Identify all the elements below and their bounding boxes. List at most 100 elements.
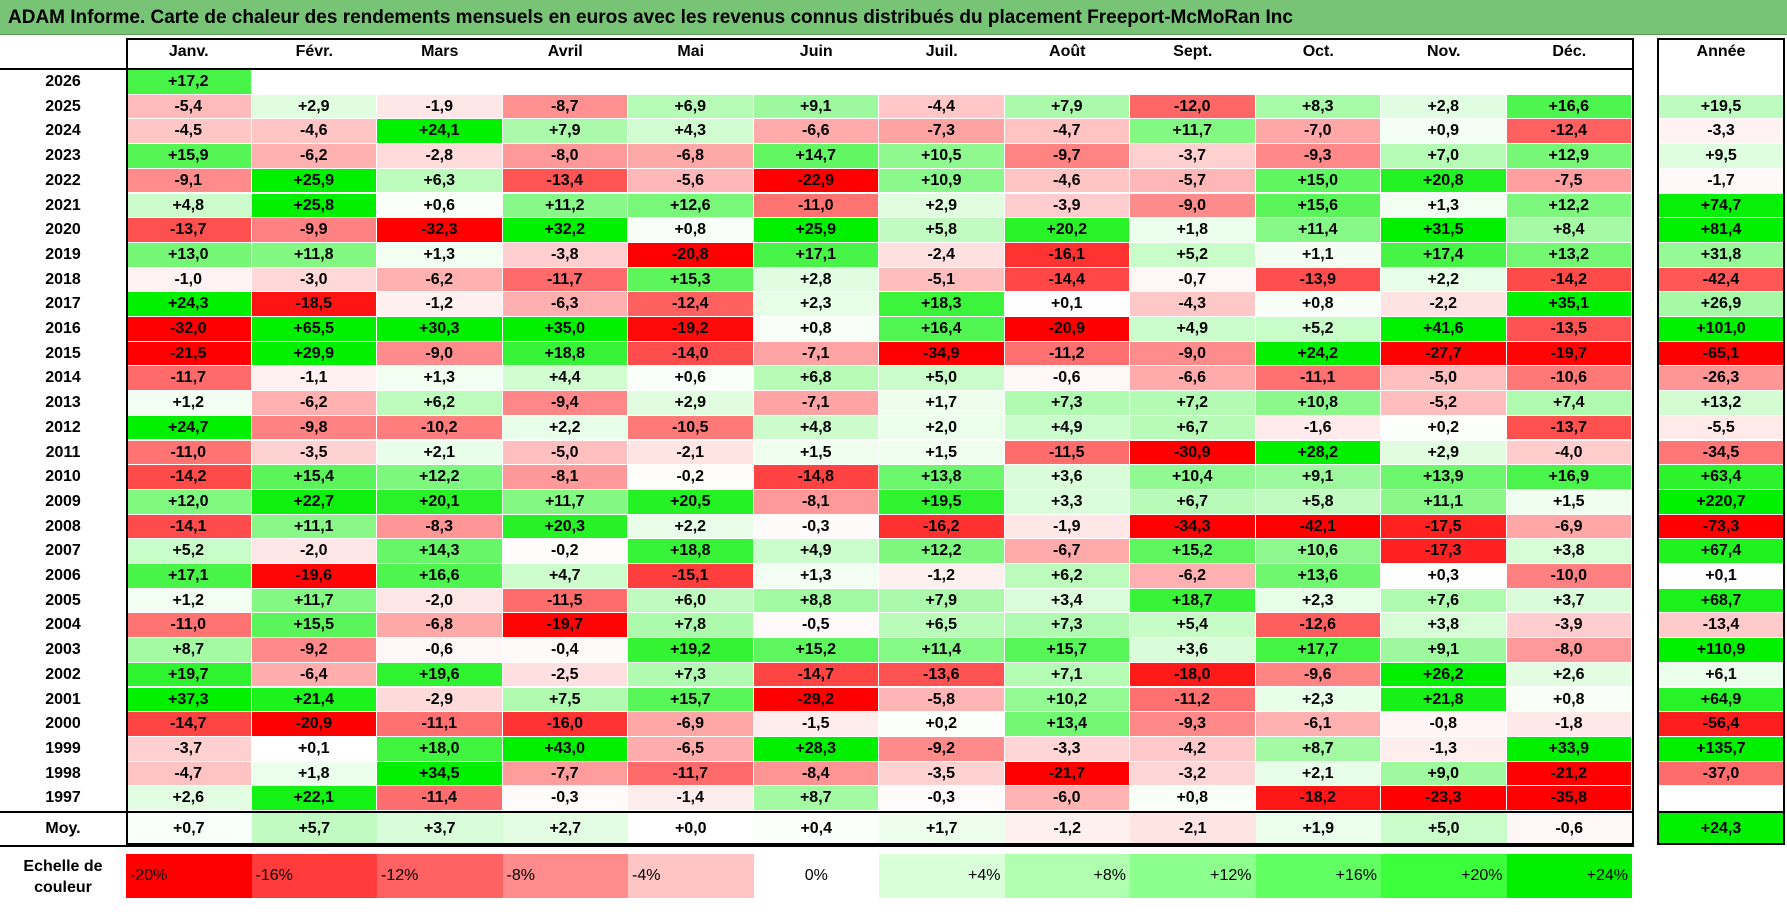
heatmap-cell: -4,6 [1004,168,1130,194]
heatmap-cell: +12,0 [126,489,252,515]
heatmap-cell: -9,2 [251,638,377,663]
year-label: 2002 [45,665,81,683]
annual-cell: -73,3 [1659,514,1783,540]
heatmap-cell: +3,7 [1506,588,1632,614]
month-header: Mai [677,43,705,60]
heatmap-cell: +3,8 [1506,539,1632,564]
heatmap-cell: +22,1 [251,786,377,811]
annual-cell: +6,1 [1659,662,1783,688]
heatmap-cell: +1,7 [879,391,1005,416]
heatmap-cell: -14,2 [1506,267,1632,293]
heatmap-cell: -19,7 [1506,341,1632,367]
heatmap-cell: +0,8 [1130,786,1256,811]
annual-cell: +26,9 [1659,292,1783,317]
heatmap-cell: -42,1 [1255,514,1381,540]
heatmap-cell: +0,8 [628,218,754,243]
heatmap-cell: -5,0 [1381,366,1507,392]
heatmap-cell: +4,8 [753,415,879,441]
heatmap-cell: +7,9 [502,119,628,145]
year-label: 2025 [45,97,81,115]
heatmap-cell: +18,7 [1130,588,1256,614]
heatmap-cell: -20,9 [1004,317,1130,342]
heatmap-cell: +11,1 [1381,489,1507,515]
heatmap-cell: -0,3 [879,786,1005,811]
heatmap-cell: +2,3 [753,292,879,317]
heatmap-cell: +2,3 [1255,588,1381,614]
heatmap-cell: -6,8 [628,144,754,169]
heatmap-cell: +3,3 [1004,489,1130,515]
heatmap-cell: -0,3 [502,786,628,811]
heatmap-cell: +12,9 [1506,144,1632,169]
annual-cell: +13,2 [1659,391,1783,416]
heatmap-cell: +1,8 [1130,218,1256,243]
heatmap-cell: +13,4 [1004,712,1130,737]
heatmap-cell: -11,2 [1004,341,1130,367]
heatmap-cell: +7,4 [1506,391,1632,416]
annual-cell: +31,8 [1659,242,1783,268]
heatmap-cell: +6,9 [628,94,754,120]
year-label: 2004 [45,616,81,634]
heatmap-cell: +2,1 [377,440,503,466]
year-label: 2008 [45,517,81,535]
heatmap-cell: +18,8 [502,341,628,367]
heatmap-cell: -6,2 [251,391,377,416]
year-label: 2010 [45,468,81,486]
heatmap-cell: -9,8 [251,415,377,441]
heatmap-cell: +19,5 [879,489,1005,515]
heatmap-cell: +5,2 [1130,242,1256,268]
heatmap-cell [377,70,503,95]
heatmap-cell: +2,9 [628,391,754,416]
heatmap-cell: -5,6 [628,168,754,194]
heatmap-cell: -1,9 [377,94,503,120]
heatmap-cell: -8,1 [753,489,879,515]
heatmap-cell: -0,2 [502,539,628,564]
heatmap-cell: +16,4 [879,317,1005,342]
heatmap-cell: -7,5 [1506,168,1632,194]
heatmap-cell: +13,0 [126,242,252,268]
heatmap-cell: -9,3 [1130,712,1256,737]
heatmap-cell: +15,7 [1004,638,1130,663]
heatmap-cell: -1,1 [251,366,377,392]
annual-cell: +135,7 [1659,736,1783,762]
heatmap-cell: +25,9 [251,168,377,194]
heatmap-cell: -7,7 [502,761,628,787]
heatmap-cell: +1,8 [251,761,377,787]
heatmap-cell: +11,8 [251,242,377,268]
heatmap-cell: +17,7 [1255,638,1381,663]
heatmap-cell: -6,6 [753,119,879,145]
annual-cell: +64,9 [1659,687,1783,713]
heatmap-cell: +8,3 [1255,94,1381,120]
heatmap-cell: -0,7 [1130,267,1256,293]
heatmap-cell [1381,70,1507,95]
heatmap-cell: +5,2 [1255,317,1381,342]
heatmap-cell: -20,8 [628,242,754,268]
annual-cell: -42,4 [1659,267,1783,293]
heatmap-cell: +0,1 [251,736,377,762]
month-header: Févr. [295,43,333,60]
heatmap-cell: +30,3 [377,317,503,342]
color-scale-label: Echelle de couleur [23,858,103,896]
heatmap-cell: +35,1 [1506,292,1632,317]
mean-annual-cell: +24,3 [1659,813,1783,845]
heatmap-cell: -11,2 [1130,687,1256,713]
heatmap-cell: +0,6 [377,193,503,219]
heatmap-cell: -14,8 [753,465,879,490]
heatmap-cell: +2,9 [879,193,1005,219]
heatmap-cell: +11,1 [251,514,377,540]
month-header: Oct. [1302,43,1334,60]
heatmap-cell [251,70,377,95]
heatmap-cell: -11,0 [753,193,879,219]
heatmap-cell: +41,6 [1381,317,1507,342]
heatmap-cell: +10,2 [1004,687,1130,713]
heatmap-cell [502,70,628,95]
heatmap-cell: +2,2 [502,415,628,441]
heatmap-cell: -8,1 [502,465,628,490]
heatmap-cell: -6,9 [1506,514,1632,540]
heatmap-cell: -4,2 [1130,736,1256,762]
year-label: 2018 [45,270,81,288]
mean-cell: +2,7 [502,813,628,845]
month-header: Sept. [1173,43,1213,60]
color-scale-swatch: -20% [126,854,252,898]
heatmap-cell: +43,0 [502,736,628,762]
color-scale-swatch: 0% [753,854,879,898]
